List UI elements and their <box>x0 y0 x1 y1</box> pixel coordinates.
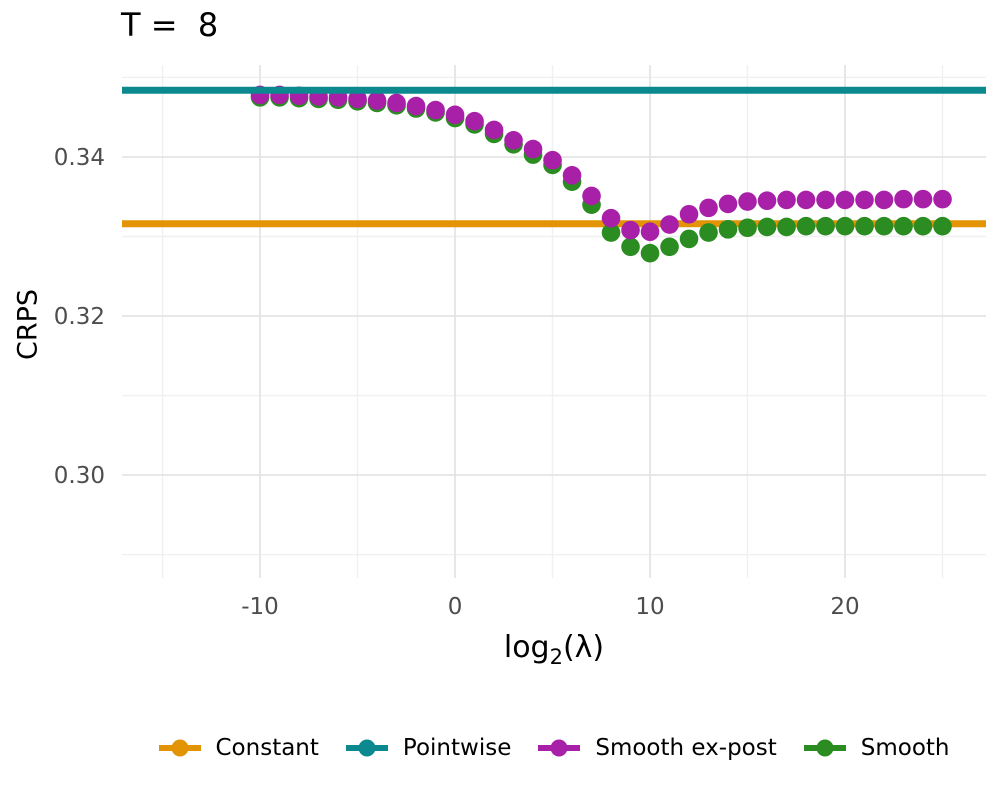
point-smooth-ex-post <box>874 190 894 210</box>
x-tick-label: 20 <box>830 594 859 620</box>
point-smooth-ex-post <box>465 111 484 131</box>
point-smooth-ex-post <box>855 190 874 210</box>
x-axis-title-pre: log <box>503 630 550 665</box>
point-smooth-ex-post <box>777 190 796 210</box>
legend-item-pointwise: Pointwise <box>345 735 512 761</box>
point-smooth-ex-post <box>445 105 465 125</box>
legend-item-smooth-ex-post: Smooth ex-post <box>538 735 777 761</box>
point-smooth-ex-post <box>426 100 445 120</box>
point-smooth-ex-post <box>406 96 426 116</box>
point-smooth-ex-post <box>523 139 543 159</box>
legend: Constant Pointwise Smooth ex-post Smooth <box>122 726 986 770</box>
y-axis-title: CRPS <box>12 288 44 361</box>
point-smooth <box>874 216 894 236</box>
point-smooth-ex-post <box>679 204 699 224</box>
legend-item-constant: Constant <box>158 735 319 761</box>
point-smooth <box>679 229 699 249</box>
x-tick-label: 10 <box>635 594 664 620</box>
point-smooth <box>718 220 738 239</box>
point-smooth-ex-post <box>816 190 835 210</box>
x-axis-title-post: (λ) <box>562 630 605 665</box>
legend-item-smooth: Smooth <box>803 735 950 761</box>
point-smooth-ex-post <box>913 189 933 209</box>
point-smooth-ex-post <box>504 130 523 150</box>
point-smooth-ex-post <box>835 190 855 210</box>
x-axis-title-sub: 2 <box>549 645 563 669</box>
point-smooth <box>913 216 933 236</box>
legend-label-smooth: Smooth <box>860 735 950 761</box>
point-smooth-ex-post <box>640 222 660 242</box>
constant-line-point-key-icon <box>158 739 201 757</box>
smooth-line-point-key-icon <box>803 739 846 757</box>
point-smooth-ex-post <box>718 194 738 214</box>
point-smooth-ex-post <box>387 93 406 113</box>
point-smooth <box>933 216 952 236</box>
point-smooth <box>601 223 621 242</box>
point-smooth <box>777 217 796 237</box>
point-smooth-ex-post <box>699 198 718 218</box>
point-smooth-ex-post <box>348 89 367 109</box>
y-tick-label: 0.34 <box>54 145 105 171</box>
plot-title: T = 8 <box>121 6 219 44</box>
point-smooth-ex-post <box>601 208 621 228</box>
legend-label-smooth-ex-post: Smooth ex-post <box>595 735 777 761</box>
point-smooth <box>621 237 640 257</box>
y-tick-label: 0.30 <box>54 463 105 489</box>
y-tick-label: 0.32 <box>54 304 105 330</box>
point-smooth-ex-post <box>621 220 640 240</box>
legend-label-pointwise: Pointwise <box>402 735 512 761</box>
x-tick-label: -10 <box>241 594 279 620</box>
point-smooth <box>855 216 874 236</box>
point-smooth <box>835 216 855 236</box>
point-smooth <box>640 243 660 263</box>
point-smooth-ex-post <box>582 186 601 206</box>
point-smooth-ex-post <box>738 192 757 211</box>
point-smooth <box>699 223 718 242</box>
pointwise-line-point-key-icon <box>345 739 388 757</box>
point-smooth-ex-post <box>894 189 913 209</box>
point-smooth-ex-post <box>484 120 504 140</box>
point-smooth-ex-post <box>757 191 777 211</box>
x-tick-label: 0 <box>448 594 463 620</box>
point-smooth-ex-post <box>796 190 816 210</box>
point-smooth <box>894 216 913 236</box>
point-smooth <box>738 218 757 238</box>
smooth-ex-post-line-point-key-icon <box>538 739 581 757</box>
point-smooth-ex-post <box>543 150 562 170</box>
point-smooth-ex-post <box>660 215 679 234</box>
point-smooth <box>757 217 777 237</box>
point-smooth <box>660 237 679 257</box>
point-smooth <box>796 216 816 236</box>
point-smooth-ex-post <box>562 165 582 185</box>
x-axis-title: log2(λ) <box>122 630 986 669</box>
point-smooth <box>816 216 835 236</box>
point-smooth-ex-post <box>933 189 952 209</box>
legend-label-constant: Constant <box>215 735 319 761</box>
point-smooth-ex-post <box>367 91 387 110</box>
